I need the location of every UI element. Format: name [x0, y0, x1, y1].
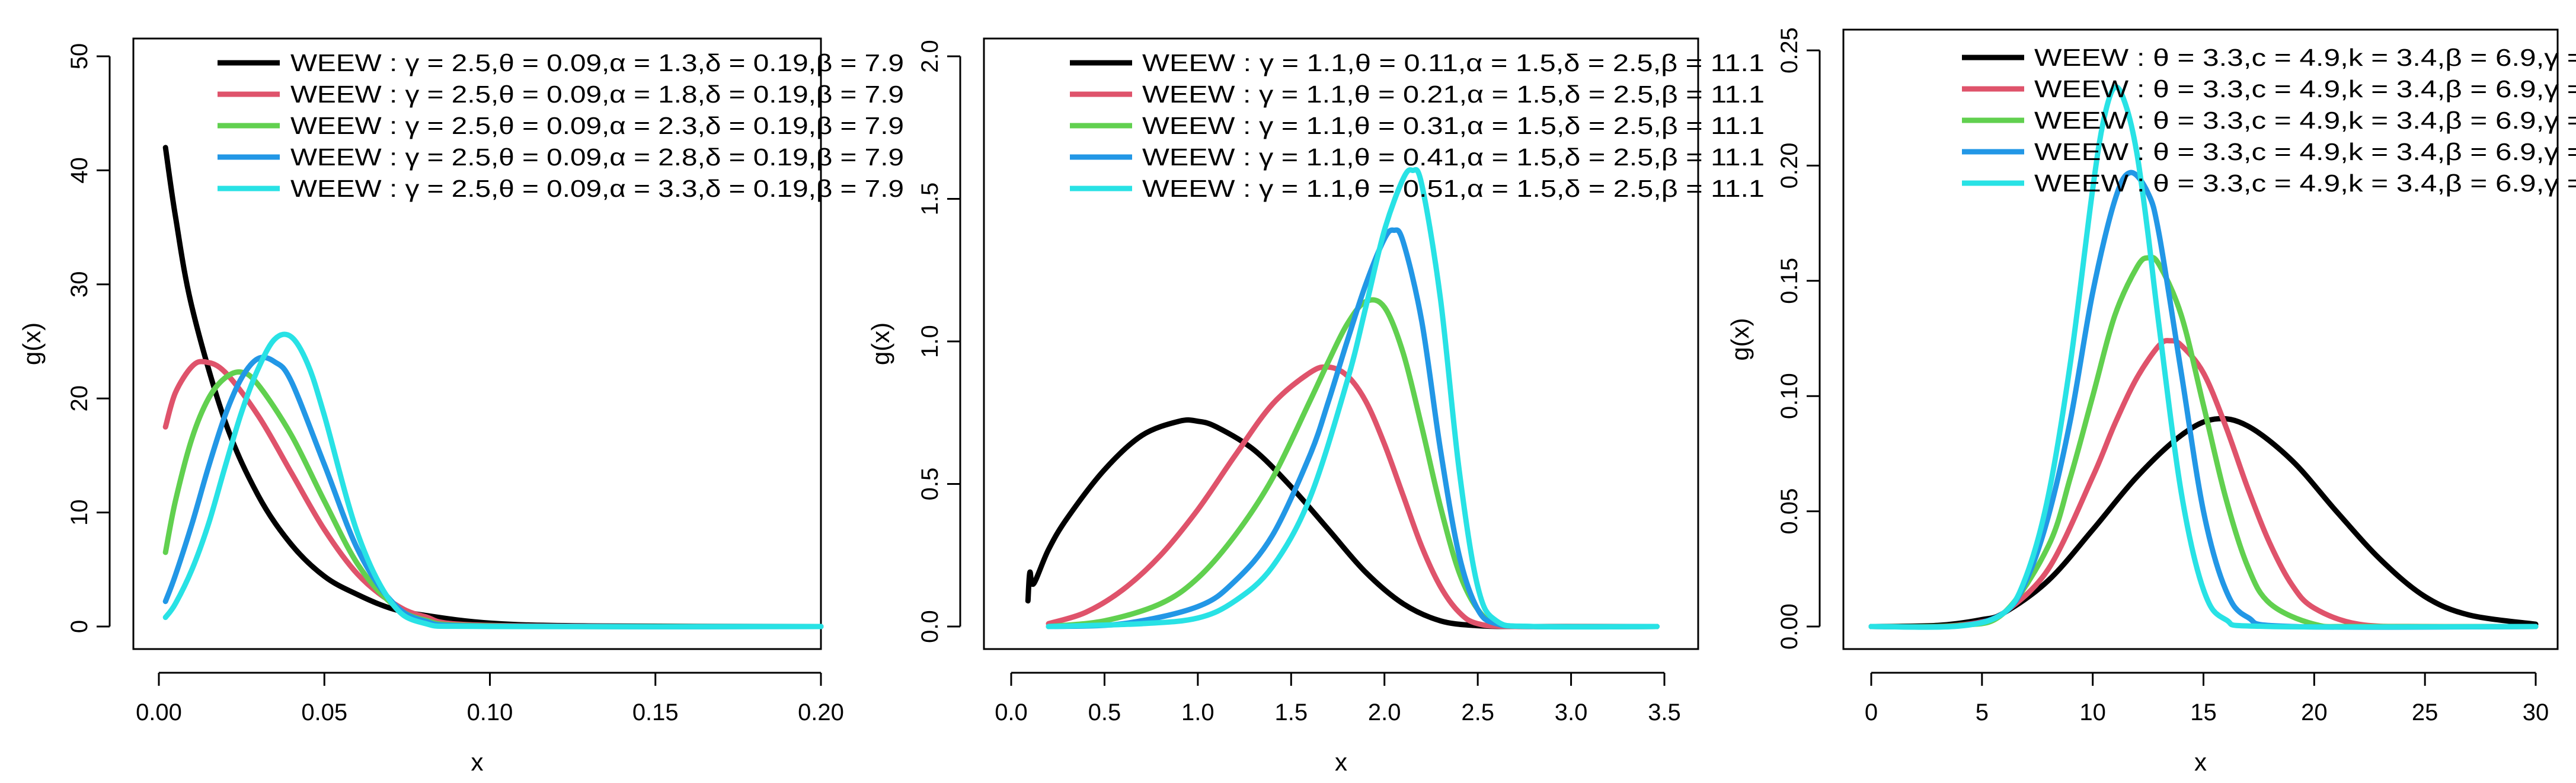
plot-frame	[1842, 28, 2559, 650]
legend: WEEW : γ = 1.1,θ = 0.11,α = 1.5,δ = 2.5,…	[1070, 49, 1765, 202]
y-tick-label: 10	[66, 499, 92, 526]
series-line-5	[162, 331, 824, 629]
legend-label: WEEW : γ = 2.5,θ = 0.09,α = 1.3,δ = 0.19…	[290, 49, 904, 76]
y-tick-label: 30	[66, 271, 92, 298]
legend-label: WEEW : γ = 2.5,θ = 0.09,α = 2.8,δ = 0.19…	[290, 143, 904, 171]
legend-label: WEEW : θ = 3.3,c = 4.9,k = 3.4,β = 6.9,γ…	[2034, 138, 2576, 165]
legend-label: WEEW : γ = 2.5,θ = 0.09,α = 2.3,δ = 0.19…	[290, 112, 904, 139]
series-line-4	[162, 354, 824, 629]
x-tick-label: 0.15	[632, 699, 679, 726]
x-axis-title: x	[1335, 748, 1347, 776]
x-tick-label: 0.05	[301, 699, 347, 726]
x-tick-label: 30	[2523, 699, 2549, 726]
x-tick-label: 3.0	[1555, 699, 1588, 726]
legend-label: WEEW : γ = 1.1,θ = 0.51,α = 1.5,δ = 2.5,…	[1142, 175, 1765, 202]
x-tick-label: 0.00	[136, 699, 182, 726]
series-line-5	[1046, 167, 1660, 630]
series-line-1	[1025, 417, 1660, 629]
y-axis-title: g(x)	[18, 322, 46, 365]
y-tick-label: 0.05	[1776, 488, 1802, 535]
x-tick-label: 2.0	[1368, 699, 1401, 726]
x-tick-label: 0.10	[467, 699, 513, 726]
x-tick-label: 5	[1976, 699, 1989, 726]
series-line-3	[162, 369, 824, 629]
y-tick-label: 0	[66, 620, 92, 633]
y-tick-label: 20	[66, 385, 92, 412]
legend-label: WEEW : γ = 1.1,θ = 0.21,α = 1.5,δ = 2.5,…	[1142, 81, 1765, 108]
legend-label: WEEW : γ = 1.1,θ = 0.31,α = 1.5,δ = 2.5,…	[1142, 112, 1765, 139]
series-line-2	[1046, 364, 1660, 629]
series-line-1	[162, 145, 824, 629]
legend: WEEW : θ = 3.3,c = 4.9,k = 3.4,β = 6.9,γ…	[1962, 44, 2576, 197]
plot-frame	[983, 37, 1699, 650]
legend-label: WEEW : θ = 3.3,c = 4.9,k = 3.4,β = 6.9,γ…	[2034, 107, 2576, 134]
y-axis-title: g(x)	[1726, 318, 1754, 360]
legend-label: WEEW : θ = 3.3,c = 4.9,k = 3.4,β = 6.9,γ…	[2034, 170, 2576, 197]
y-tick-label: 1.5	[917, 183, 943, 216]
y-tick-label: 0.25	[1776, 27, 1802, 73]
chart-panel-3: 0 5 10 15 20 25 30 x 0.00 0.05 0.10 0.15 0.20 0.25 g(x…	[1726, 27, 2576, 776]
y-tick-label: 0.10	[1776, 373, 1802, 419]
x-tick-label: 20	[2301, 699, 2328, 726]
series-line-3	[1868, 254, 2539, 629]
y-tick-label: 2.0	[917, 40, 943, 73]
y-axis-title: g(x)	[867, 322, 894, 365]
x-tick-label: 0.5	[1088, 699, 1121, 726]
y-tick-label: 40	[66, 157, 92, 184]
x-tick-label: 3.5	[1648, 699, 1681, 726]
series-line-2	[162, 359, 824, 629]
chart-panel-1: 0.00 0.05 0.10 0.15 0.20 x 0 10 20 30 40 50 g(x) WEEW…	[18, 37, 904, 776]
x-tick-label: 1.0	[1181, 699, 1215, 726]
x-tick-label: 15	[2190, 699, 2217, 726]
legend-label: WEEW : γ = 2.5,θ = 0.09,α = 1.8,δ = 0.19…	[290, 81, 904, 108]
x-tick-label: 0	[1865, 699, 1878, 726]
x-tick-label: 1.5	[1274, 699, 1308, 726]
y-tick-label: 0.5	[917, 468, 943, 501]
x-axis-title: x	[471, 748, 484, 776]
legend-label: WEEW : θ = 3.3,c = 4.9,k = 3.4,β = 6.9,γ…	[2034, 75, 2576, 103]
y-tick-label: 0.15	[1776, 258, 1802, 304]
series-line-5	[1868, 84, 2539, 630]
series-line-4	[1046, 227, 1660, 629]
legend: WEEW : γ = 2.5,θ = 0.09,α = 1.3,δ = 0.19…	[218, 49, 904, 202]
x-tick-label: 2.5	[1461, 699, 1494, 726]
x-tick-label: 10	[2079, 699, 2106, 726]
x-tick-label: 0.20	[798, 699, 844, 726]
y-tick-label: 50	[66, 43, 92, 70]
x-tick-label: 0.0	[995, 699, 1028, 726]
legend-label: WEEW : γ = 2.5,θ = 0.09,α = 3.3,δ = 0.19…	[290, 175, 904, 202]
legend-label: WEEW : θ = 3.3,c = 4.9,k = 3.4,β = 6.9,γ…	[2034, 44, 2576, 71]
plot-frame	[132, 37, 822, 650]
y-tick-label: 0.20	[1776, 142, 1802, 188]
x-axis-title: x	[2194, 748, 2207, 776]
y-tick-label: 0.0	[917, 610, 943, 643]
chart-panel-2: 0.0 0.5 1.0 1.5 2.0 2.5 3.0 3.5 x 0.0 0.5 1.0 1.5 2.0…	[867, 37, 1765, 776]
y-tick-label: 0.00	[1776, 603, 1802, 650]
y-tick-label: 1.0	[917, 325, 943, 358]
x-tick-label: 25	[2412, 699, 2438, 726]
legend-label: WEEW : γ = 1.1,θ = 0.11,α = 1.5,δ = 2.5,…	[1142, 49, 1765, 76]
legend-label: WEEW : γ = 1.1,θ = 0.41,α = 1.5,δ = 2.5,…	[1142, 143, 1765, 171]
